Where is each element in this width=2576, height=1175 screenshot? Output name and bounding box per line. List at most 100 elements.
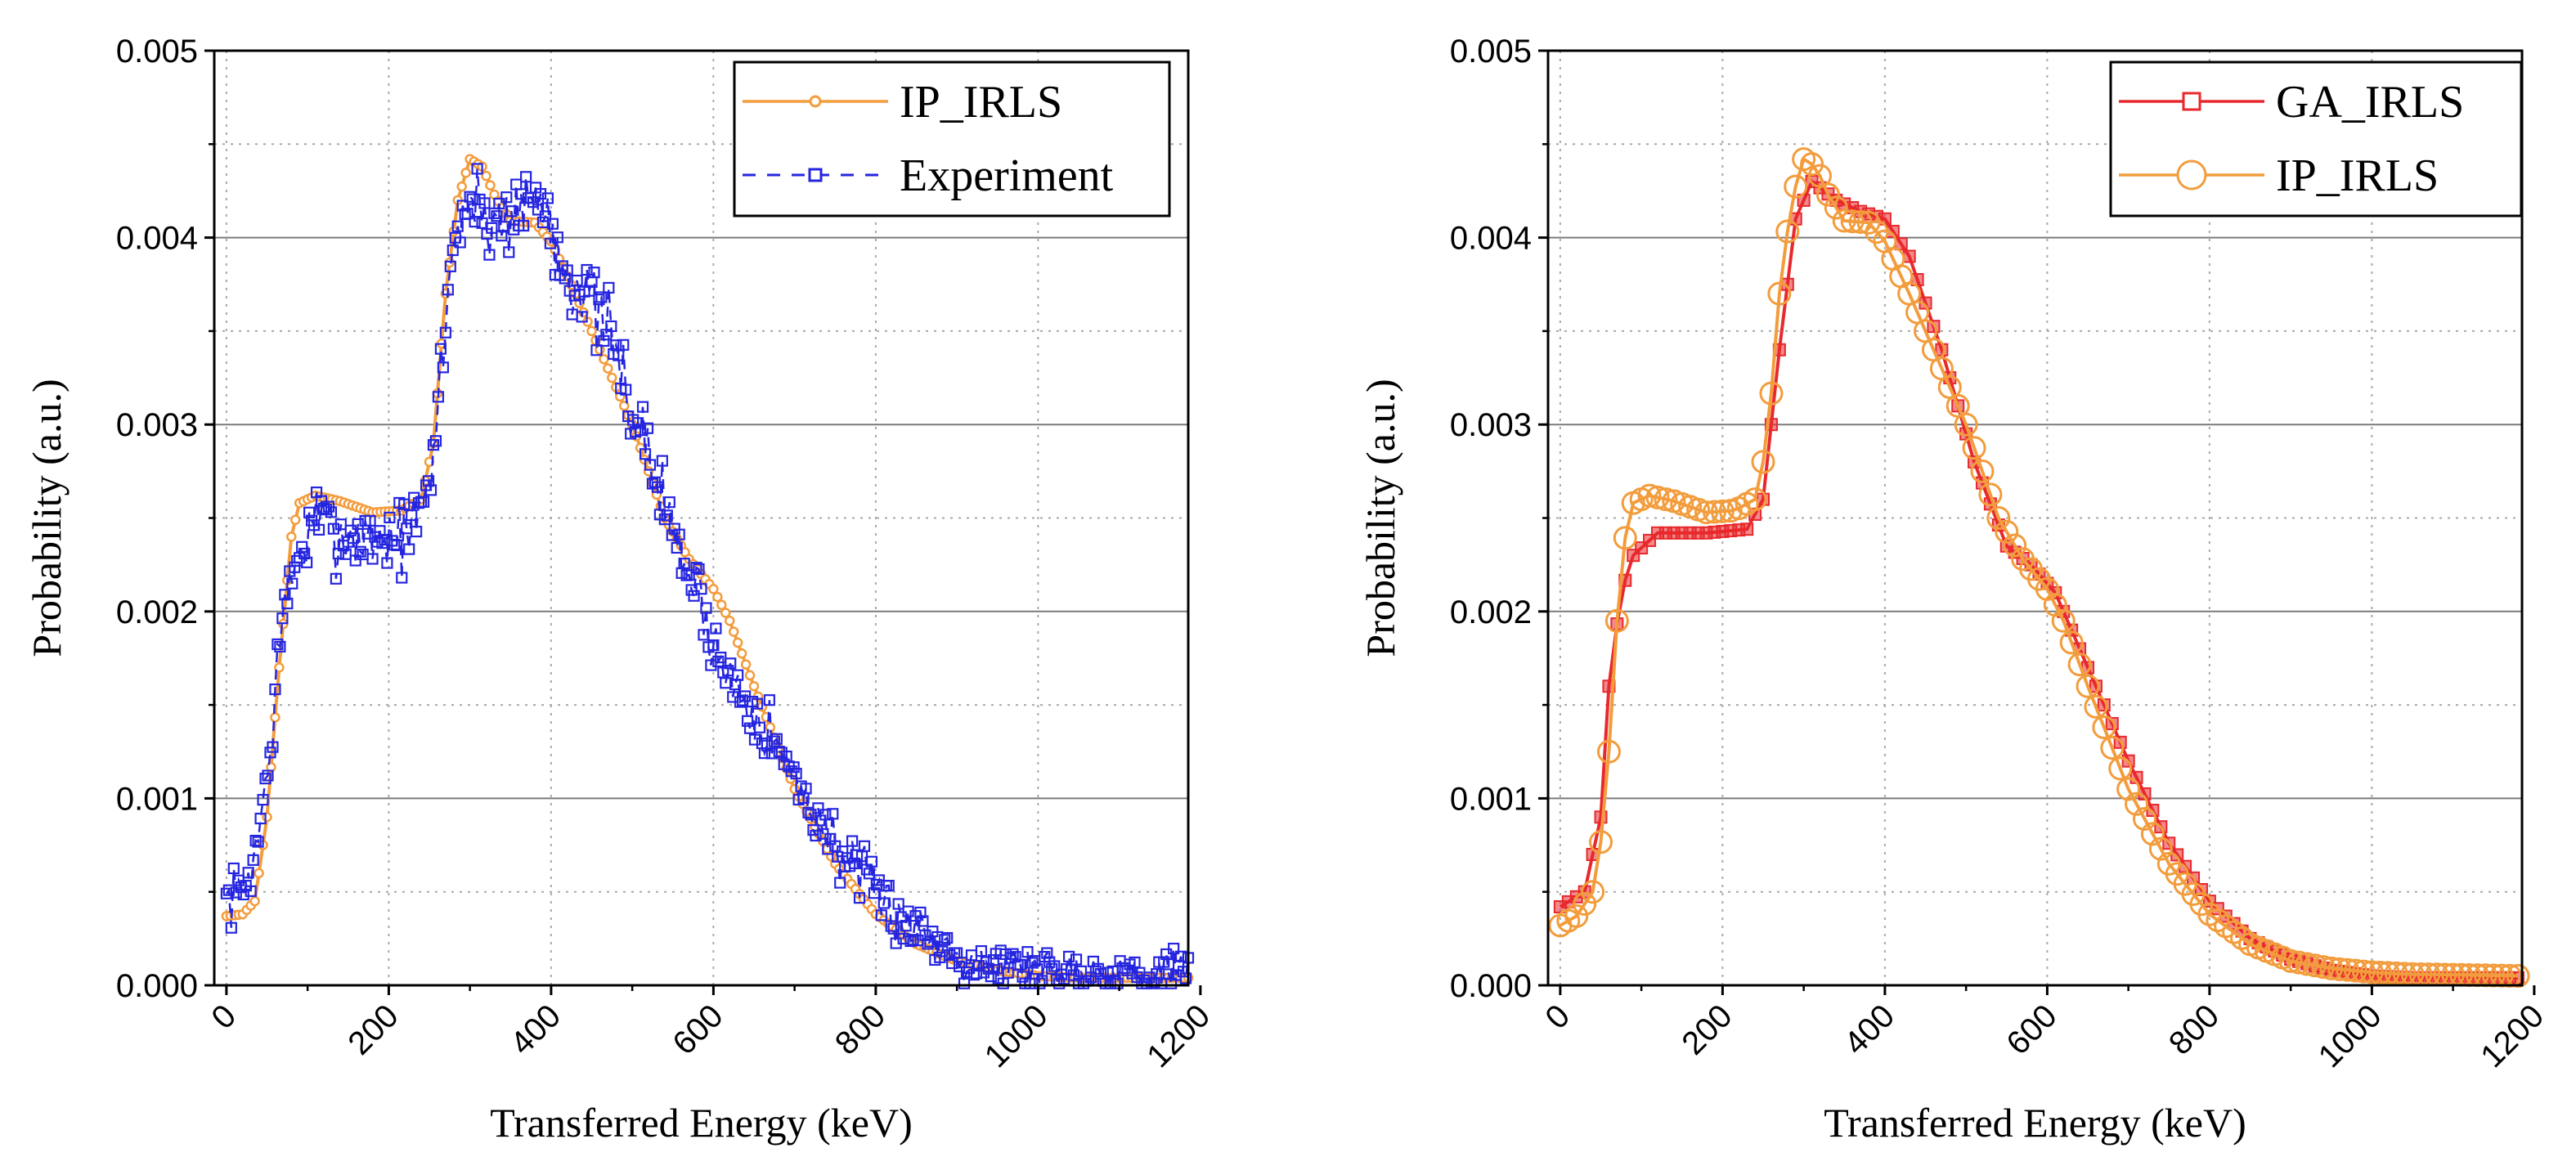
data-point — [496, 230, 508, 242]
y-tick-label: 0.000 — [116, 968, 198, 1004]
data-point — [1179, 972, 1192, 984]
data-point — [2084, 694, 2108, 719]
data-point — [2327, 957, 2352, 981]
legend-marker — [2182, 92, 2201, 111]
data-point — [2108, 756, 2133, 781]
data-point — [347, 531, 359, 545]
data-point — [312, 523, 325, 536]
data-point — [605, 320, 617, 333]
data-point — [460, 168, 471, 178]
data-point — [1596, 739, 1621, 764]
data-point — [503, 246, 515, 258]
data-point — [1995, 519, 2019, 544]
data-point — [2100, 736, 2125, 760]
legend-entry-ip-irls: IP_IRLS — [2119, 150, 2439, 201]
data-point — [985, 970, 997, 983]
data-point — [274, 662, 285, 673]
data-point — [848, 857, 861, 870]
data-point — [690, 562, 702, 574]
data-point — [639, 448, 652, 460]
data-point — [586, 325, 597, 337]
legend-label: Experiment — [900, 150, 1114, 201]
data-point — [471, 163, 483, 175]
data-point — [1740, 522, 1754, 536]
y-tick-label: 0.000 — [1450, 968, 1532, 1004]
data-point — [366, 553, 379, 565]
data-point — [607, 372, 617, 383]
data-point — [707, 639, 720, 652]
data-point — [352, 518, 364, 531]
data-point — [2222, 920, 2246, 944]
data-point — [1016, 971, 1029, 983]
data-point — [1751, 450, 1775, 474]
legend-entry-experiment: Experiment — [743, 150, 1114, 201]
data-point — [483, 249, 496, 261]
data-point — [1021, 946, 1034, 958]
data-point — [518, 219, 530, 232]
data-point — [2132, 807, 2156, 832]
data-point — [698, 629, 710, 641]
data-point — [688, 590, 700, 602]
data-point — [286, 531, 297, 542]
data-point — [1978, 482, 2003, 507]
data-point — [456, 181, 467, 192]
data-point — [439, 326, 451, 339]
data-point — [805, 809, 817, 821]
data-point — [325, 506, 338, 518]
y-axis: 0.000 0.001 0.002 0.003 0.004 0.005 — [116, 34, 214, 1004]
data-point — [892, 898, 904, 910]
data-point — [237, 888, 249, 901]
data-point — [753, 721, 766, 733]
data-point — [588, 267, 600, 279]
data-point — [1759, 381, 1784, 406]
data-point — [267, 741, 279, 753]
data-point — [432, 391, 445, 403]
data-point — [936, 945, 949, 957]
data-point — [245, 885, 257, 897]
data-point — [505, 205, 518, 218]
data-point — [1654, 487, 1678, 512]
data-point — [576, 311, 588, 323]
data-point — [2170, 848, 2184, 862]
data-point — [744, 670, 756, 681]
legend-box — [733, 61, 1171, 218]
data-point — [595, 291, 608, 303]
data-point — [1564, 904, 1589, 928]
data-point — [853, 892, 866, 904]
data-point — [2384, 961, 2408, 985]
data-point — [301, 556, 313, 568]
data-point — [247, 854, 259, 866]
data-point — [1048, 960, 1061, 972]
data-point — [485, 180, 496, 191]
data-point — [736, 648, 747, 659]
data-point — [364, 514, 376, 527]
series-experiment — [220, 163, 1195, 989]
data-point — [1800, 152, 1824, 177]
data-point — [663, 496, 675, 509]
data-point — [339, 548, 352, 560]
data-point — [1613, 526, 1637, 550]
data-point — [885, 920, 897, 932]
data-point — [641, 422, 654, 434]
data-point — [2303, 953, 2327, 978]
data-point — [958, 977, 971, 989]
data-point — [1031, 963, 1043, 975]
data-point — [2214, 914, 2238, 939]
data-point — [2344, 958, 2368, 983]
data-point — [748, 680, 760, 692]
y-tick-label: 0.002 — [116, 594, 198, 630]
data-point — [1902, 249, 1916, 263]
data-point — [904, 935, 917, 948]
data-point — [2125, 792, 2149, 816]
data-point — [865, 855, 878, 868]
data-point — [2278, 949, 2303, 973]
data-point — [1645, 485, 1670, 509]
legend-entry-ip-irls: IP_IRLS — [743, 77, 1062, 128]
data-point — [2319, 956, 2344, 980]
data-point — [914, 906, 927, 919]
data-point — [651, 481, 664, 493]
data-point — [1832, 209, 1856, 233]
data-point — [391, 539, 403, 552]
data-point — [724, 615, 735, 626]
